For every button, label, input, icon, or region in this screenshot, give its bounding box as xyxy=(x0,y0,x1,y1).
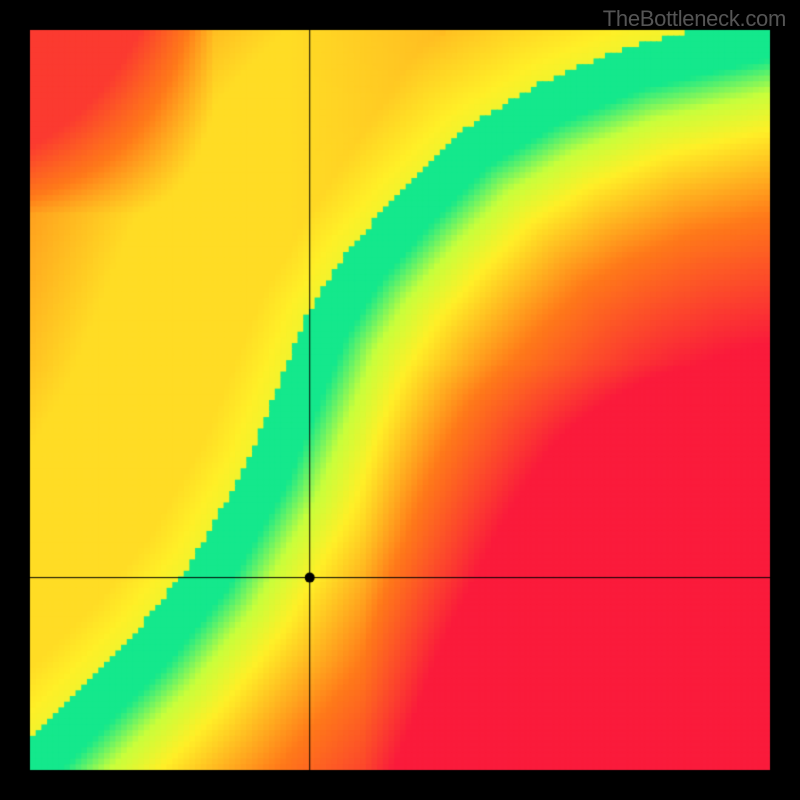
bottleneck-heatmap xyxy=(0,0,800,800)
watermark-text: TheBottleneck.com xyxy=(603,6,786,32)
root-container: TheBottleneck.com xyxy=(0,0,800,800)
